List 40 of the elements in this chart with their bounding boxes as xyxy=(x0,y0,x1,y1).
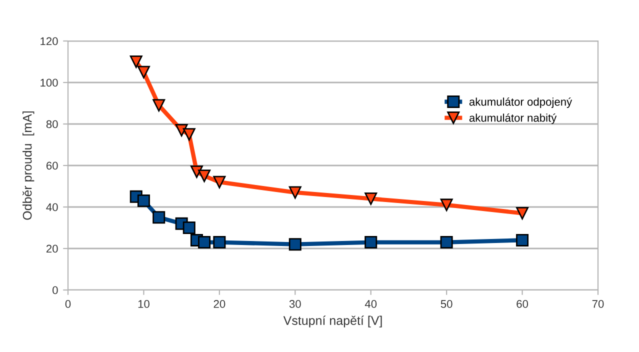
point xyxy=(130,56,142,68)
point xyxy=(364,236,378,249)
point xyxy=(198,170,211,182)
legend-label: akumulátor nabitý xyxy=(469,114,557,124)
point xyxy=(213,176,226,188)
point xyxy=(137,194,150,208)
x-tick-label: 20 xyxy=(214,300,226,308)
point xyxy=(137,66,150,78)
x-tick-label: 40 xyxy=(364,300,377,308)
y-tick-label: 60 xyxy=(46,162,58,170)
point xyxy=(198,236,211,249)
point xyxy=(182,128,196,141)
x-tick-label: 70 xyxy=(592,300,604,308)
x-tick-label: 60 xyxy=(516,300,528,308)
x-tick-label: 0 xyxy=(65,300,71,308)
point xyxy=(152,211,166,224)
point xyxy=(440,198,453,212)
point xyxy=(213,236,226,249)
point xyxy=(152,99,166,112)
y-tick-label: 100 xyxy=(40,78,58,87)
point xyxy=(516,234,529,246)
point xyxy=(516,206,529,220)
y-tick-label: 40 xyxy=(46,203,58,212)
x-axis-title: Vstupní napětí [V] xyxy=(283,316,382,328)
y-tick-label: 120 xyxy=(40,37,58,46)
y-tick-label: 0 xyxy=(52,286,58,294)
x-tick-label: 50 xyxy=(440,300,452,308)
point xyxy=(288,238,302,251)
point xyxy=(288,186,302,199)
point xyxy=(364,192,378,205)
x-tick-label: 30 xyxy=(289,300,301,308)
legend-label: akumulátor odpojený xyxy=(469,97,572,108)
y-tick-label: 20 xyxy=(46,244,58,253)
y-axis-title: Odběr proudu [mA] xyxy=(22,112,34,220)
x-tick-label: 10 xyxy=(138,300,150,308)
point xyxy=(190,165,203,178)
point xyxy=(440,236,453,249)
point xyxy=(182,222,196,234)
point xyxy=(175,124,188,136)
y-tick-label: 80 xyxy=(46,120,58,128)
